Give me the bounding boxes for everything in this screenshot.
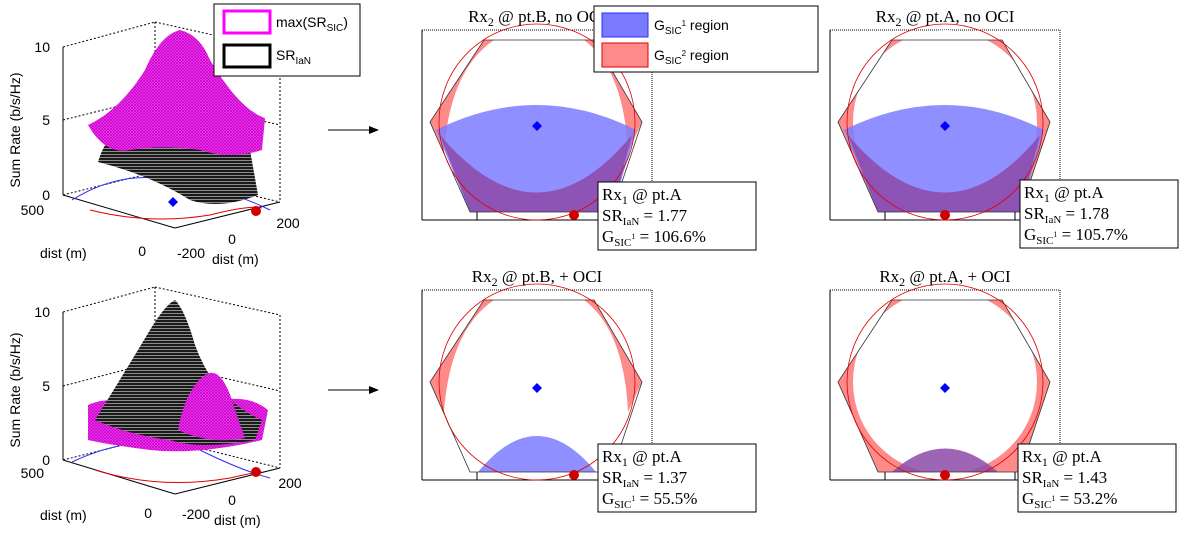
legend-swatch-max-sr-sic bbox=[222, 9, 272, 35]
g-sic1-region bbox=[478, 436, 596, 472]
point-b-marker bbox=[532, 121, 542, 131]
z-axis-label-bottom: Sum Rate (b/s/Hz) bbox=[7, 332, 23, 447]
info-rx1-location: Rx1 @ pt.A bbox=[602, 447, 682, 469]
y-tick-0: 0 bbox=[138, 243, 146, 259]
g-sic1-region bbox=[892, 448, 998, 472]
max-sr-sic-lobe-bottom bbox=[178, 372, 245, 441]
z-tick-0-bottom: 0 bbox=[42, 452, 50, 468]
x-axis-label-bottom: dist (m) bbox=[214, 512, 261, 528]
z-tick-5-bottom: 5 bbox=[42, 378, 50, 394]
panel-title: Rx2 @ pt.A, + OCI bbox=[879, 267, 1011, 289]
x-tick-0-bottom: 0 bbox=[228, 492, 236, 508]
overlap-region bbox=[848, 135, 1040, 212]
z-tick-5: 5 bbox=[42, 112, 50, 128]
surface-legend: max(SRSIC) SRIaN bbox=[213, 3, 361, 77]
legend-swatch-sr-ian bbox=[222, 43, 272, 69]
red-boundary-circle bbox=[438, 283, 636, 481]
legend-swatch-g-sic2 bbox=[601, 42, 649, 68]
g-sic2-region-right bbox=[584, 40, 642, 152]
y-axis-label-bottom: dist (m) bbox=[40, 507, 87, 523]
z-axis-label: Sum Rate (b/s/Hz) bbox=[7, 72, 23, 187]
x-tick-neg200-bottom: -200 bbox=[182, 506, 210, 522]
info-rx1-location: Rx1 @ pt.A bbox=[1024, 183, 1104, 205]
point-b-marker bbox=[168, 197, 178, 207]
red-boundary-circle bbox=[438, 23, 636, 221]
legend-label-g-sic1: GSIC1 region bbox=[654, 17, 729, 37]
point-a-marker bbox=[940, 470, 950, 480]
info-box bbox=[1019, 179, 1179, 249]
point-b-marker bbox=[940, 121, 950, 131]
info-sr-ian: SRIaN = 1.43 bbox=[1022, 468, 1107, 490]
info-box bbox=[597, 443, 757, 513]
z-tick-0: 0 bbox=[42, 187, 50, 203]
point-a-marker bbox=[251, 206, 261, 216]
legend-swatch-g-sic1 bbox=[601, 12, 649, 38]
y-tick-500-bottom: 500 bbox=[21, 465, 45, 481]
legend-label-g-sic2: GSIC2 region bbox=[654, 47, 729, 67]
max-sr-sic-surface bbox=[88, 30, 265, 155]
region-legend: GSIC1 region GSIC2 region bbox=[593, 5, 819, 73]
panel-title: Rx2 @ pt.B, + OCI bbox=[472, 267, 603, 289]
z-tick-10-bottom: 10 bbox=[34, 304, 50, 320]
point-a-marker-bottom bbox=[251, 467, 261, 477]
x-tick-neg200: -200 bbox=[177, 245, 205, 261]
floor-contour-red bbox=[89, 206, 263, 220]
y-tick-0-bottom: 0 bbox=[144, 505, 152, 521]
g-sic2-region-left bbox=[430, 40, 494, 152]
info-sr-ian: SRIaN = 1.37 bbox=[602, 468, 688, 490]
legend-label-max-sr-sic: max(SRSIC) bbox=[276, 14, 348, 34]
floor-contour-red-bottom bbox=[94, 469, 263, 483]
panel-title: Rx2 @ pt.A, no OCI bbox=[876, 7, 1015, 29]
info-rx1-location: Rx1 @ pt.A bbox=[602, 185, 682, 207]
point-a-marker bbox=[569, 470, 579, 480]
info-sr-ian: SRIaN = 1.78 bbox=[1024, 204, 1109, 226]
info-g-sic1: GSIC1 = 55.5% bbox=[602, 489, 697, 511]
info-box bbox=[1017, 443, 1177, 513]
y-axis-label: dist (m) bbox=[40, 245, 87, 261]
surface-plot-bottom: 10 5 0 500 0 -200 0 200 dist (m) dist (m… bbox=[7, 286, 302, 528]
point-b-marker bbox=[532, 383, 542, 393]
legend-label-sr-ian: SRIaN bbox=[276, 47, 311, 67]
z-tick-10: 10 bbox=[34, 39, 50, 55]
info-g-sic1: GSIC1 = 53.2% bbox=[1022, 489, 1117, 511]
inner-white-disc bbox=[853, 290, 1037, 474]
g-sic2-region-right bbox=[584, 300, 642, 412]
x-axis-label: dist (m) bbox=[212, 251, 259, 267]
x-tick-200-bottom: 200 bbox=[278, 475, 302, 491]
point-b-marker bbox=[940, 383, 950, 393]
overlap-region bbox=[440, 135, 632, 212]
info-rx1-location: Rx1 @ pt.A bbox=[1022, 447, 1102, 469]
g-sic2-region-left bbox=[430, 300, 494, 412]
info-box bbox=[597, 181, 757, 251]
point-a-marker bbox=[569, 210, 579, 220]
info-g-sic1: GSIC1 = 106.6% bbox=[602, 227, 706, 249]
x-tick-200: 200 bbox=[276, 215, 300, 231]
point-a-marker bbox=[940, 210, 950, 220]
x-tick-0: 0 bbox=[228, 231, 236, 247]
surface-plot-top: 10 5 0 500 0 -200 0 200 dist (m) dist (m… bbox=[7, 3, 361, 267]
y-tick-500: 500 bbox=[21, 202, 45, 218]
info-g-sic1: GSIC1 = 105.7% bbox=[1024, 225, 1128, 247]
info-sr-ian: SRIaN = 1.77 bbox=[602, 206, 688, 228]
panel-title: Rx2 @ pt.B, no OCI bbox=[468, 7, 606, 29]
